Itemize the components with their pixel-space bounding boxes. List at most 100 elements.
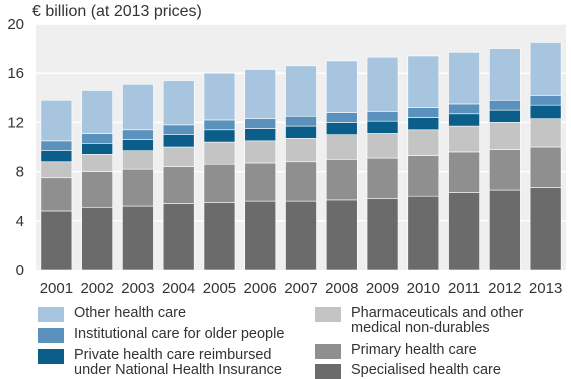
x-tick-label: 2004 bbox=[162, 280, 195, 297]
bar-segment-2004-s1 bbox=[162, 166, 195, 204]
bar-segment-2007-s3 bbox=[285, 125, 317, 139]
bar-segment-2011-s1 bbox=[448, 151, 480, 193]
bar-segment-2007-s2 bbox=[285, 138, 317, 163]
bar-segment-2011-s4 bbox=[448, 103, 480, 115]
unit-label: € billion (at 2013 prices) bbox=[32, 3, 202, 20]
bar-segment-2010-s2 bbox=[407, 129, 440, 156]
bar-segment-2008-s0 bbox=[325, 199, 358, 271]
bar-segment-2005-s4 bbox=[203, 119, 236, 131]
bar-segment-2013-s2 bbox=[529, 118, 562, 148]
bar-segment-2010-s3 bbox=[407, 117, 440, 131]
bar-segment-2011-s0 bbox=[448, 192, 480, 271]
bar-segment-2001-s3 bbox=[40, 150, 73, 163]
bar-segment-2012-s3 bbox=[489, 109, 521, 123]
x-tick-label: 2012 bbox=[488, 280, 521, 297]
bar-segment-2009-s2 bbox=[366, 133, 399, 159]
bar-segment-2003-s1 bbox=[122, 168, 154, 207]
bar-segment-2005-s0 bbox=[203, 202, 236, 271]
bar-segment-2002-s2 bbox=[81, 154, 113, 172]
y-tick-label: 20 bbox=[7, 16, 24, 33]
bar-segment-2013-s3 bbox=[529, 104, 562, 120]
bar-segment-2005-s1 bbox=[203, 163, 236, 203]
bar-segment-2010-s4 bbox=[407, 107, 440, 118]
bar-segment-2004-s5 bbox=[162, 80, 195, 126]
bar-segment-2008-s2 bbox=[325, 134, 358, 160]
x-tick-label: 2009 bbox=[366, 280, 399, 297]
bar-segment-2011-s5 bbox=[448, 51, 480, 105]
bar-segment-2008-s1 bbox=[325, 159, 358, 201]
bar-segment-2010-s1 bbox=[407, 155, 440, 197]
bar-segment-2001-s1 bbox=[40, 177, 73, 212]
bar-segment-2003-s3 bbox=[122, 139, 154, 151]
bar-segment-2013-s4 bbox=[529, 95, 562, 106]
bar-segment-2012-s2 bbox=[489, 122, 521, 150]
bar-segment-2007-s4 bbox=[285, 115, 317, 127]
bar-segment-2004-s0 bbox=[162, 203, 195, 271]
bar-segment-2004-s2 bbox=[162, 146, 195, 167]
bar-segment-2010-s0 bbox=[407, 195, 440, 271]
bar-segment-2009-s0 bbox=[366, 198, 399, 271]
bar-segment-2008-s4 bbox=[325, 112, 358, 123]
bar-segment-2012-s4 bbox=[489, 99, 521, 111]
x-tick-label: 2011 bbox=[448, 280, 480, 297]
bars-layer bbox=[40, 42, 562, 271]
bar-segment-2013-s1 bbox=[529, 146, 562, 188]
y-tick-label: 12 bbox=[7, 114, 24, 131]
bar-segment-2006-s0 bbox=[244, 200, 277, 271]
bar-segment-2005-s2 bbox=[203, 141, 236, 165]
bar-segment-2001-s0 bbox=[40, 210, 73, 271]
bar-segment-2003-s5 bbox=[122, 83, 154, 131]
x-tick-label: 2002 bbox=[80, 280, 113, 297]
x-tick-label: 2001 bbox=[40, 280, 73, 297]
bar-segment-2001-s5 bbox=[40, 99, 73, 142]
bar-segment-2003-s2 bbox=[122, 150, 154, 170]
bar-segment-2006-s4 bbox=[244, 118, 277, 129]
bar-segment-2011-s2 bbox=[448, 125, 480, 153]
bar-segment-2009-s4 bbox=[366, 111, 399, 122]
y-tick-label: 8 bbox=[16, 164, 24, 181]
y-tick-label: 16 bbox=[7, 65, 24, 82]
bar-segment-2008-s3 bbox=[325, 122, 358, 136]
x-tick-label: 2010 bbox=[407, 280, 440, 297]
bar-segment-2006-s3 bbox=[244, 128, 277, 142]
bar-segment-2010-s5 bbox=[407, 55, 440, 108]
bar-segment-2012-s5 bbox=[489, 48, 521, 101]
x-tick-labels: 2001 2002 2003 2004 2005 2006 2007 2008 2009 2010… bbox=[40, 280, 563, 297]
bar-segment-2002-s0 bbox=[81, 206, 113, 271]
bar-segment-2004-s3 bbox=[162, 134, 195, 148]
y-tick-label: 4 bbox=[16, 213, 24, 230]
bar-segment-2008-s5 bbox=[325, 60, 358, 113]
bar-segment-2009-s1 bbox=[366, 157, 399, 199]
x-tick-label: 2003 bbox=[121, 280, 154, 297]
bar-segment-2006-s2 bbox=[244, 140, 277, 164]
bar-segment-2005-s5 bbox=[203, 72, 236, 121]
bar-segment-2002-s4 bbox=[81, 133, 113, 144]
bar-segment-2012-s0 bbox=[489, 189, 521, 271]
bar-segment-2011-s3 bbox=[448, 113, 480, 127]
bar-segment-2001-s2 bbox=[40, 161, 73, 179]
y-tick-labels: 0 4 8 12 16 20 bbox=[7, 16, 24, 279]
y-tick-label: 0 bbox=[16, 262, 24, 279]
bar-segment-2004-s4 bbox=[162, 124, 195, 136]
bar-segment-2001-s4 bbox=[40, 140, 73, 151]
bar-segment-2006-s1 bbox=[244, 162, 277, 202]
x-tick-label: 2007 bbox=[284, 280, 317, 297]
bar-segment-2002-s1 bbox=[81, 171, 113, 208]
bar-segment-2005-s3 bbox=[203, 129, 236, 143]
bar-segment-2009-s3 bbox=[366, 120, 399, 134]
bar-segment-2013-s0 bbox=[529, 187, 562, 271]
bar-segment-2009-s5 bbox=[366, 56, 399, 112]
bar-segment-2007-s0 bbox=[285, 200, 317, 271]
bar-segment-2003-s0 bbox=[122, 205, 154, 271]
bar-segment-2007-s5 bbox=[285, 65, 317, 117]
bar-segment-2013-s5 bbox=[529, 42, 562, 96]
x-tick-label: 2006 bbox=[244, 280, 277, 297]
x-tick-label: 2013 bbox=[529, 280, 562, 297]
bar-segment-2006-s5 bbox=[244, 69, 277, 120]
x-tick-label: 2008 bbox=[325, 280, 358, 297]
bar-segment-2002-s5 bbox=[81, 90, 113, 134]
x-tick-label: 2005 bbox=[203, 280, 236, 297]
bar-segment-2007-s1 bbox=[285, 161, 317, 202]
bar-segment-2003-s4 bbox=[122, 129, 154, 140]
